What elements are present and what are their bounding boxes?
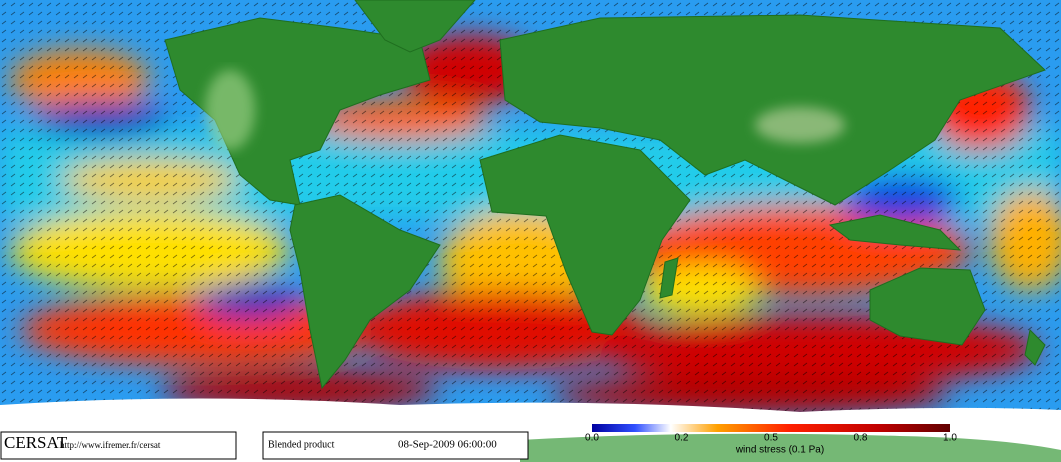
colorbar-tick-label: 0.2 xyxy=(675,433,689,444)
colorbar-label: wind stress (0.1 Pa) xyxy=(735,445,824,456)
colorbar-tick-label: 0.0 xyxy=(585,433,599,444)
product-box xyxy=(262,431,529,460)
colorbar-tick-label: 1.0 xyxy=(943,433,957,444)
colorbar xyxy=(592,424,950,432)
south-america xyxy=(289,194,441,390)
madagascar xyxy=(659,257,679,299)
eurasia xyxy=(499,14,1046,206)
australia xyxy=(869,267,986,346)
datetime: 08-Sep-2009 06:00:00 xyxy=(398,439,497,451)
colorbar-tick-label: 0.5 xyxy=(764,433,778,444)
africa xyxy=(479,134,691,336)
colorbar-tick-label: 0.8 xyxy=(854,433,868,444)
url: http://www.ifremer.fr/cersat xyxy=(60,440,161,450)
indonesia xyxy=(828,214,962,251)
land-highlights xyxy=(205,70,845,150)
logo-box xyxy=(0,431,237,460)
product: Blended product xyxy=(268,439,335,450)
antarctica xyxy=(0,398,1061,432)
antarctic-shelf xyxy=(520,433,1061,462)
greenland xyxy=(354,0,476,53)
new-zealand xyxy=(1024,328,1046,366)
logo: CERSAT xyxy=(4,433,68,452)
